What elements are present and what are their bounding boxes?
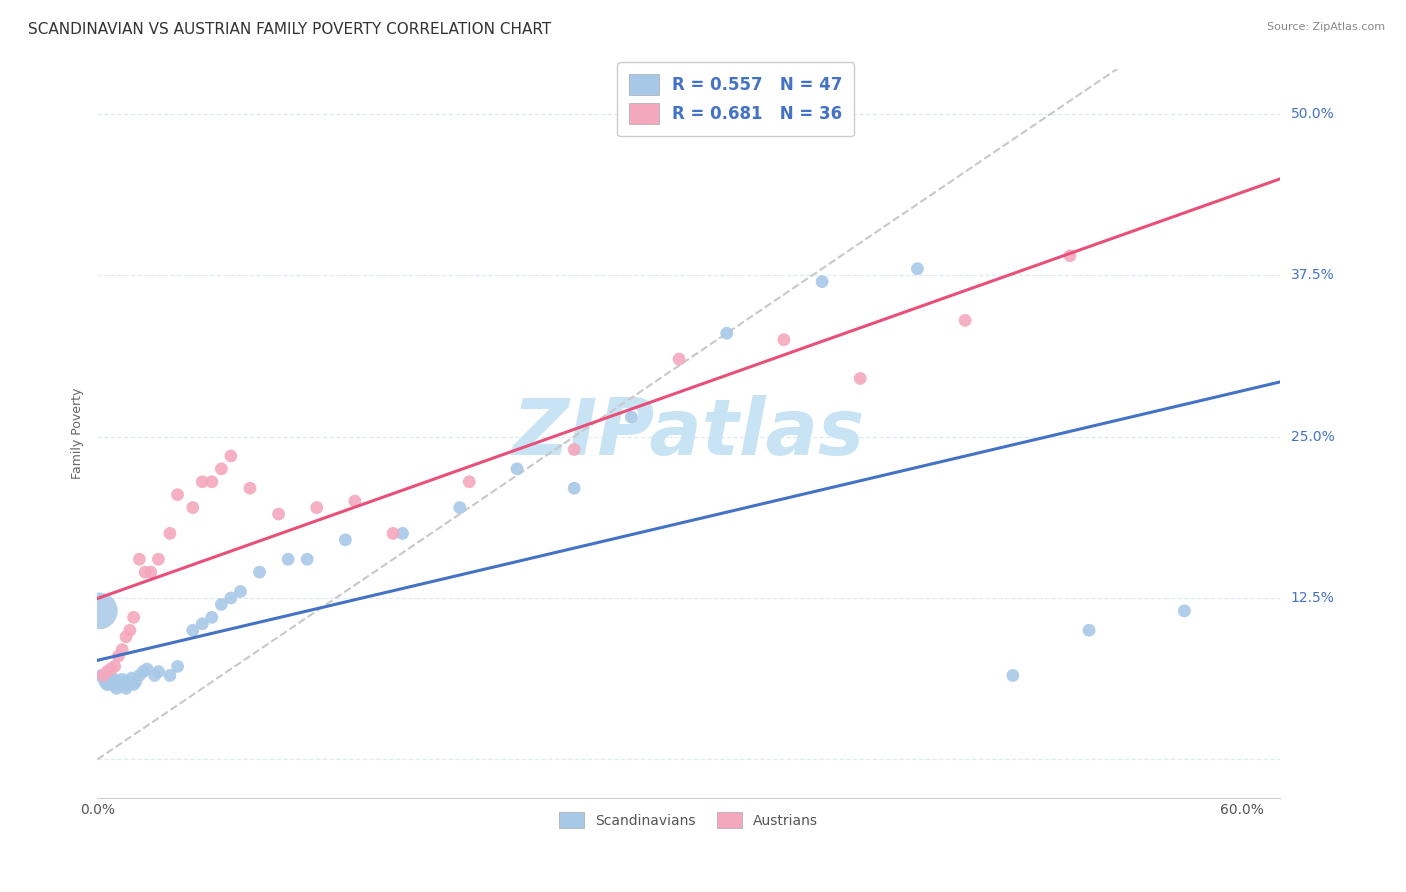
Point	[1001, 668, 1024, 682]
Point	[91, 668, 114, 682]
Point	[305, 500, 328, 515]
Y-axis label: Family Poverty: Family Poverty	[72, 388, 84, 479]
Point	[118, 624, 141, 638]
Point	[111, 642, 134, 657]
Point	[458, 475, 481, 489]
Point	[166, 488, 188, 502]
Point	[139, 565, 162, 579]
Point	[104, 659, 127, 673]
Point	[110, 677, 132, 691]
Point	[1173, 604, 1195, 618]
Point	[94, 674, 117, 689]
Point	[267, 507, 290, 521]
Point	[104, 673, 127, 687]
Point	[201, 610, 224, 624]
Text: SCANDINAVIAN VS AUSTRIAN FAMILY POVERTY CORRELATION CHART: SCANDINAVIAN VS AUSTRIAN FAMILY POVERTY …	[28, 22, 551, 37]
Point	[122, 677, 145, 691]
Point	[382, 526, 405, 541]
Point	[128, 552, 150, 566]
Point	[209, 462, 232, 476]
Text: Source: ZipAtlas.com: Source: ZipAtlas.com	[1267, 22, 1385, 32]
Point	[97, 673, 120, 687]
Point	[100, 677, 122, 691]
Point	[128, 668, 150, 682]
Point	[124, 674, 146, 689]
Point	[849, 371, 872, 385]
Point	[295, 552, 318, 566]
Point	[132, 665, 155, 679]
Point	[121, 671, 143, 685]
Point	[449, 500, 471, 515]
Point	[249, 565, 271, 579]
Point	[181, 624, 204, 638]
Point	[159, 526, 181, 541]
Point	[335, 533, 357, 547]
Point	[100, 662, 122, 676]
Point	[115, 630, 138, 644]
Point	[229, 584, 252, 599]
Point	[1059, 249, 1081, 263]
Point	[506, 462, 529, 476]
Point	[1078, 624, 1101, 638]
Point	[107, 649, 129, 664]
Point	[159, 668, 181, 682]
Point	[239, 481, 262, 495]
Text: ZIPatlas: ZIPatlas	[512, 395, 865, 471]
Point	[773, 333, 796, 347]
Point	[115, 681, 138, 696]
Text: 25.0%: 25.0%	[1291, 430, 1334, 443]
Point	[907, 261, 929, 276]
Point	[562, 481, 585, 495]
Point	[101, 674, 124, 689]
Point	[391, 526, 413, 541]
Legend: Scandinavians, Austrians: Scandinavians, Austrians	[553, 805, 825, 835]
Point	[811, 275, 834, 289]
Point	[277, 552, 299, 566]
Point	[219, 591, 242, 605]
Point	[148, 665, 170, 679]
Point	[201, 475, 224, 489]
Point	[953, 313, 976, 327]
Point	[148, 552, 170, 566]
Point	[562, 442, 585, 457]
Point	[90, 668, 112, 682]
Point	[219, 449, 242, 463]
Point	[668, 352, 690, 367]
Point	[107, 674, 129, 689]
Text: 12.5%: 12.5%	[1291, 591, 1334, 605]
Point	[209, 598, 232, 612]
Point	[105, 681, 128, 696]
Text: 50.0%: 50.0%	[1291, 107, 1334, 120]
Point	[122, 610, 145, 624]
Point	[620, 410, 643, 425]
Point	[191, 475, 214, 489]
Point	[91, 671, 114, 685]
Point	[96, 677, 118, 691]
Point	[134, 565, 156, 579]
Point	[166, 659, 188, 673]
Point	[117, 677, 139, 691]
Point	[191, 616, 214, 631]
Point	[96, 665, 118, 679]
Point	[111, 673, 134, 687]
Point	[89, 604, 111, 618]
Point	[136, 662, 159, 676]
Point	[343, 494, 366, 508]
Point	[112, 674, 135, 689]
Point	[143, 668, 166, 682]
Text: 37.5%: 37.5%	[1291, 268, 1334, 282]
Point	[716, 326, 738, 341]
Point	[118, 674, 141, 689]
Point	[181, 500, 204, 515]
